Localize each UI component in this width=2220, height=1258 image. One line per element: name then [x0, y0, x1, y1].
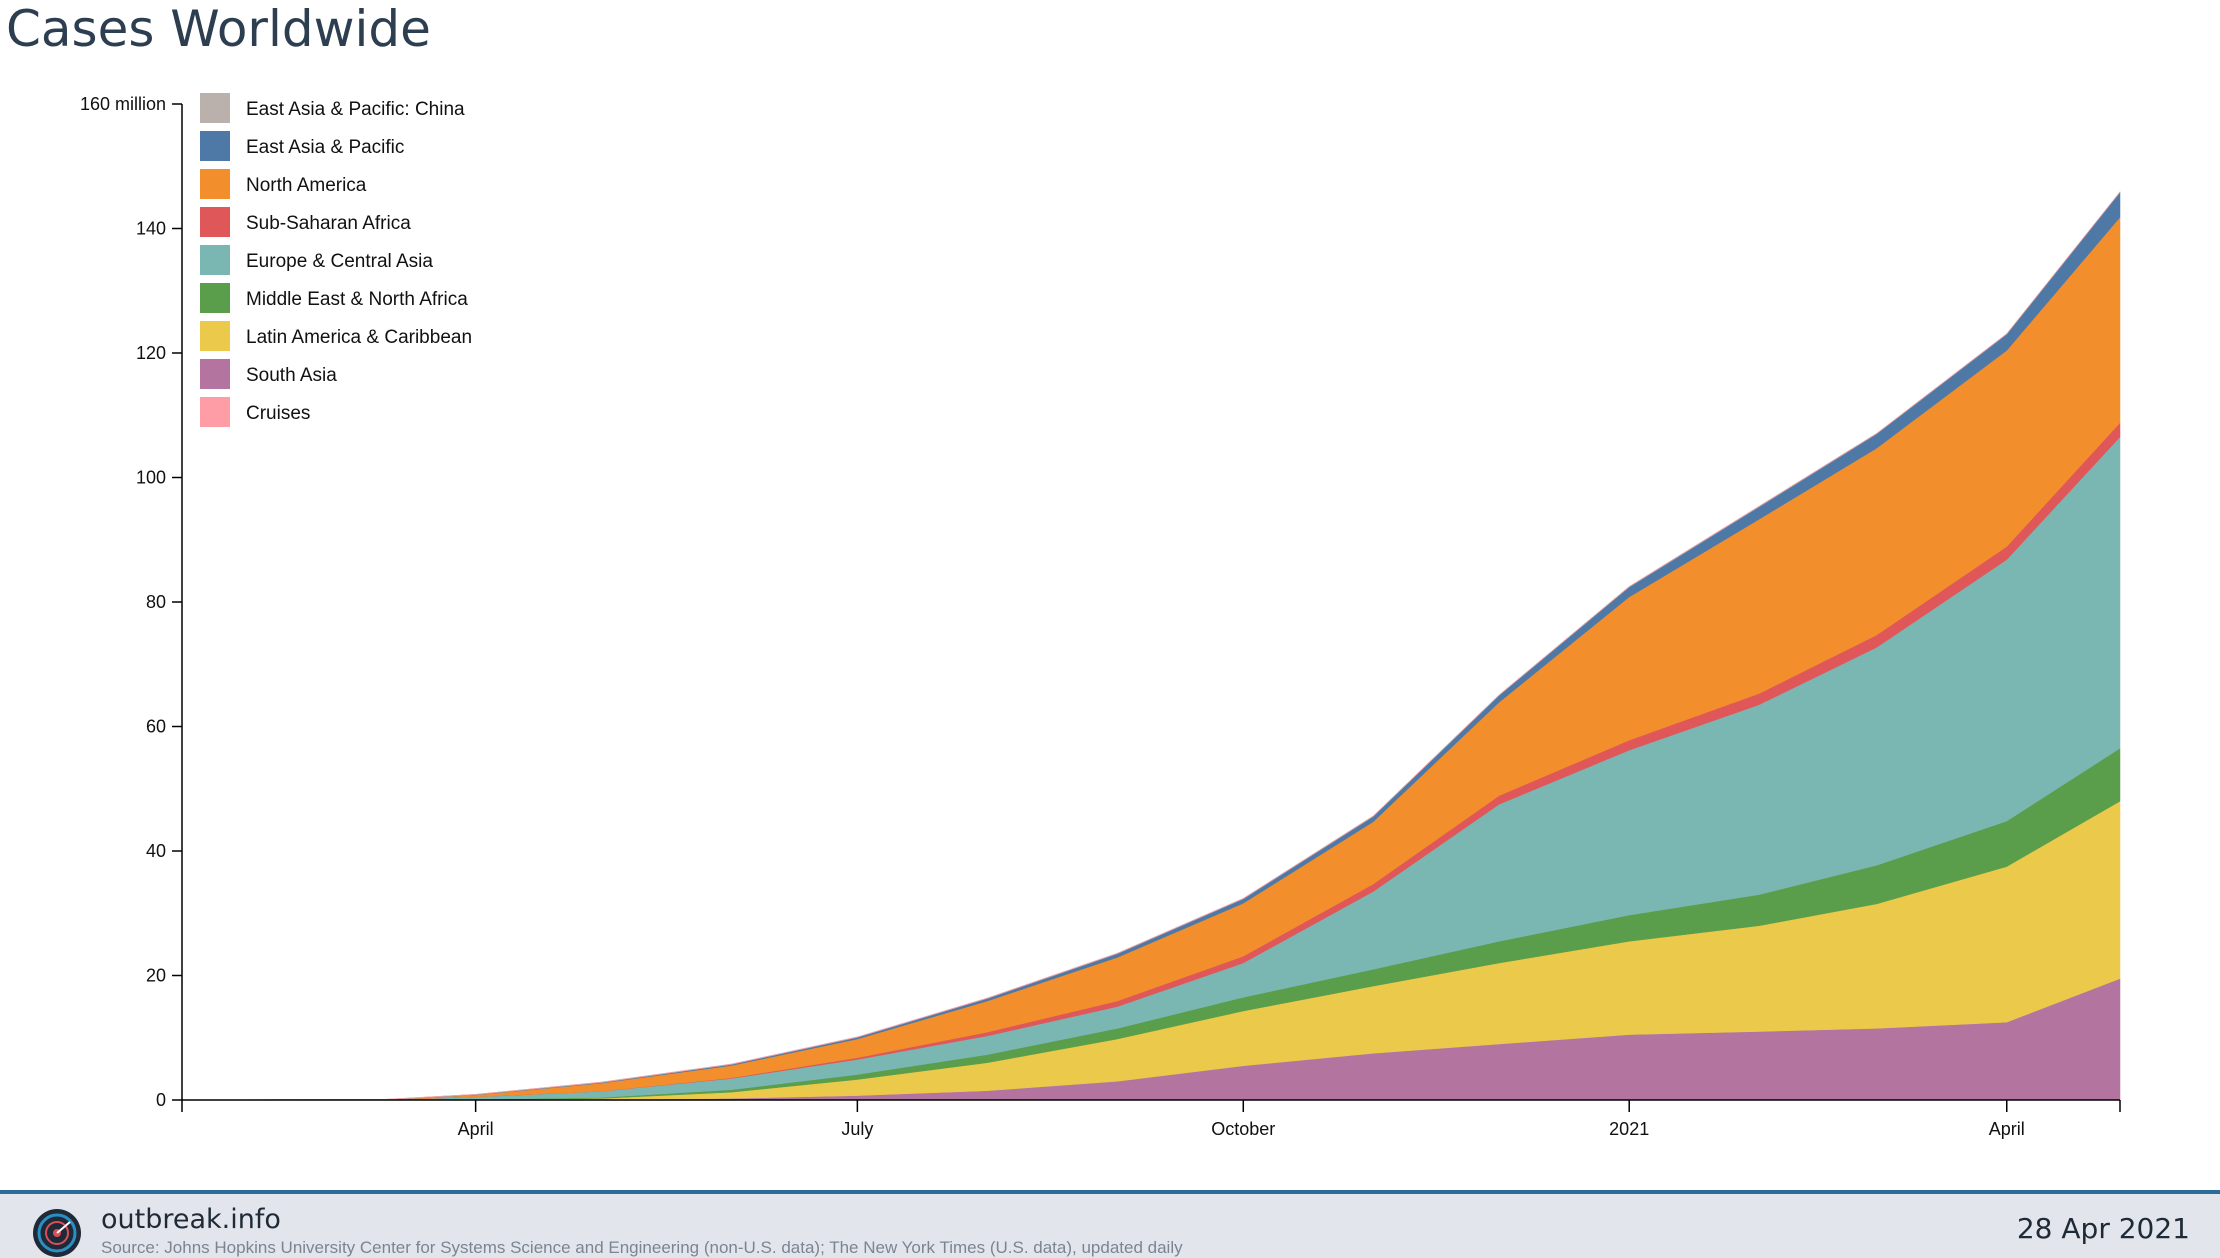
outbreak-logo-icon[interactable]: [32, 1208, 82, 1258]
legend-label-cruises[interactable]: Cruises: [246, 403, 310, 424]
x-tick-label: April: [1989, 1119, 2025, 1139]
y-axis: 0 20 40 60 80 100 120 140 160 million: [80, 94, 183, 1110]
legend: East Asia & Pacific: China East Asia & Pa…: [200, 93, 472, 427]
legend-label-latin-america-caribbean[interactable]: Latin America & Caribbean: [246, 327, 472, 348]
y-tick-label: 80: [146, 592, 166, 612]
y-tick-label: 40: [146, 841, 166, 861]
x-tick-label: July: [841, 1119, 873, 1139]
legend-swatch-north-america[interactable]: [200, 169, 230, 199]
updated-date: 28 Apr 2021: [2016, 1212, 2190, 1245]
legend-swatch-latin-america-caribbean[interactable]: [200, 321, 230, 351]
y-tick-label: 20: [146, 966, 166, 986]
legend-swatch-east-asia-pacific-china[interactable]: [200, 93, 230, 123]
legend-label-north-america[interactable]: North America: [246, 175, 367, 196]
y-tick-label: 140: [136, 219, 166, 239]
brand-name[interactable]: outbreak.info: [101, 1204, 281, 1235]
y-tick-label: 60: [146, 717, 166, 737]
legend-swatch-south-asia[interactable]: [200, 359, 230, 389]
legend-swatch-europe-central-asia[interactable]: [200, 245, 230, 275]
y-tick-label: 120: [136, 343, 166, 363]
y-tick-label: 100: [136, 468, 166, 488]
legend-label-europe-central-asia[interactable]: Europe & Central Asia: [246, 251, 433, 272]
y-tick-label: 160 million: [80, 94, 166, 114]
legend-swatch-east-asia-pacific[interactable]: [200, 131, 230, 161]
x-tick-label: October: [1211, 1119, 1275, 1139]
y-tick-label: 0: [156, 1090, 166, 1110]
stacked-area-chart: 0 20 40 60 80 100 120 140 160 million April July O…: [80, 93, 2121, 1139]
legend-label-south-asia[interactable]: South Asia: [246, 365, 337, 386]
legend-label-sub-saharan-africa[interactable]: Sub-Saharan Africa: [246, 213, 411, 234]
chart-title: Cases Worldwide: [6, 0, 431, 58]
legend-swatch-cruises[interactable]: [200, 397, 230, 427]
chart-areas: [181, 190, 2121, 1101]
data-source: Source: Johns Hopkins University Center …: [101, 1238, 1183, 1257]
x-tick-label: 2021: [1609, 1119, 1649, 1139]
legend-swatch-middle-east-north-africa[interactable]: [200, 283, 230, 313]
footer: outbreak.info Source: Johns Hopkins Univ…: [0, 1190, 2220, 1258]
legend-label-east-asia-pacific-china[interactable]: East Asia & Pacific: China: [246, 99, 465, 120]
x-axis: April July October 2021 April: [181, 1099, 2121, 1139]
legend-label-east-asia-pacific[interactable]: East Asia & Pacific: [246, 137, 404, 158]
x-tick-label: April: [458, 1119, 494, 1139]
legend-label-middle-east-north-africa[interactable]: Middle East & North Africa: [246, 289, 468, 310]
area-cruises: [181, 190, 2121, 1101]
legend-swatch-sub-saharan-africa[interactable]: [200, 207, 230, 237]
